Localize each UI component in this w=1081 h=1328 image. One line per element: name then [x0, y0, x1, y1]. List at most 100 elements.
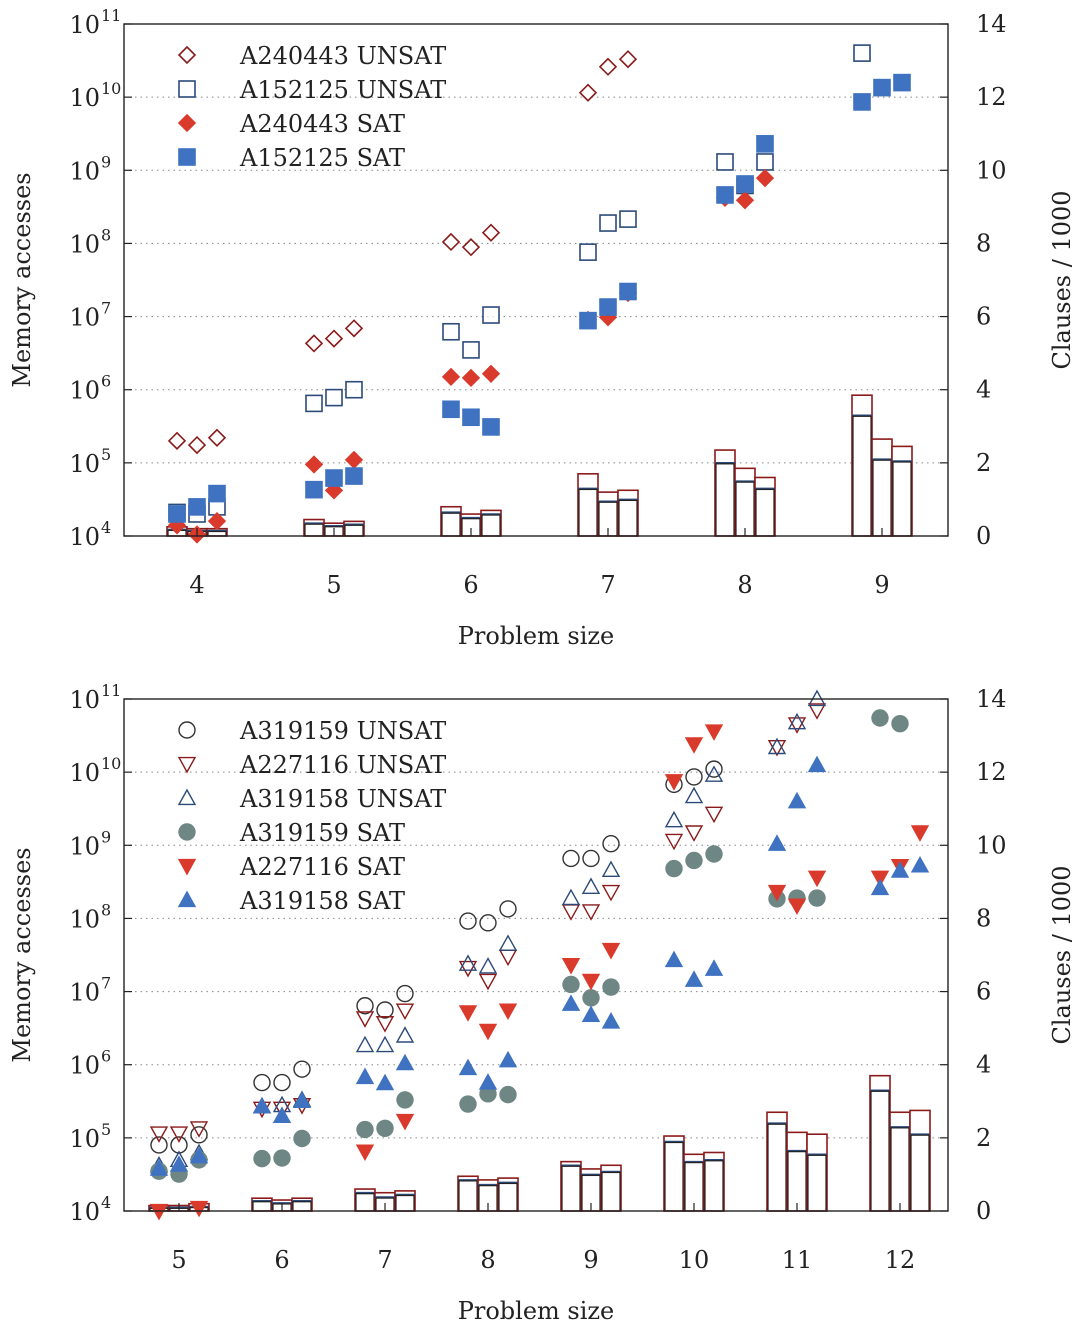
- data-point: [685, 768, 703, 786]
- data-point: [870, 878, 890, 896]
- data-point: [664, 833, 684, 851]
- data-point: [462, 408, 480, 427]
- clause-bar: [303, 518, 325, 537]
- y-tick-label: 10: [69, 157, 100, 185]
- data-point: [498, 1003, 518, 1021]
- legend: A240443 UNSAT A152125 UNSAT A240443 SAT A15…: [177, 42, 446, 172]
- data-point: [293, 1129, 311, 1148]
- y2-tick-label: 10: [976, 156, 1007, 184]
- legend-marker: [177, 788, 197, 806]
- data-point: [355, 1035, 375, 1053]
- data-point: [207, 511, 227, 531]
- data-point: [579, 311, 597, 330]
- y2-tick-label: 6: [976, 978, 991, 1006]
- data-point: [149, 1203, 169, 1221]
- y2-tick-label: 12: [976, 83, 1007, 111]
- data-point: [599, 214, 617, 232]
- x-axis-label: Problem size: [458, 622, 615, 650]
- data-point: [561, 904, 581, 921]
- data-point: [853, 93, 871, 111]
- data-point: [149, 1159, 169, 1176]
- data-point: [442, 400, 460, 419]
- x-tick-label: 7: [377, 1246, 392, 1274]
- data-point: [207, 428, 227, 447]
- y2-tick-label: 14: [976, 10, 1007, 38]
- data-point: [499, 1085, 517, 1104]
- data-point: [601, 884, 621, 902]
- y2-tick-label: 8: [976, 904, 991, 932]
- y-tick-exponent: 10: [101, 79, 121, 98]
- legend-label: A240443 SAT: [239, 110, 405, 138]
- y-tick-exponent: 6: [101, 372, 111, 391]
- data-point: [756, 153, 774, 171]
- legend-marker: [177, 113, 197, 133]
- data-point: [736, 175, 754, 193]
- data-point: [704, 724, 724, 741]
- data-point: [149, 1126, 169, 1143]
- data-point: [601, 942, 621, 960]
- y-tick-label: 10: [69, 759, 100, 787]
- data-point: [325, 388, 343, 407]
- data-point: [598, 57, 618, 76]
- data-point: [562, 975, 580, 994]
- data-point: [756, 135, 774, 153]
- data-point: [787, 712, 807, 730]
- data-point: [272, 1106, 292, 1123]
- data-point: [324, 329, 344, 348]
- data-point: [871, 709, 889, 727]
- y2-tick-label: 4: [976, 376, 991, 404]
- data-point: [498, 934, 518, 951]
- clause-bar: [754, 476, 776, 537]
- data-point: [150, 1136, 168, 1154]
- x-tick-label: 9: [874, 571, 889, 599]
- y2-axis-label: Clauses / 1000: [1048, 190, 1076, 369]
- clause-bar: [806, 1133, 828, 1212]
- legend-marker: [177, 858, 197, 876]
- y-tick-exponent: 5: [101, 1120, 111, 1139]
- data-point: [345, 380, 363, 399]
- data-point: [375, 1035, 395, 1053]
- data-point: [187, 435, 207, 455]
- y-tick-label: 10: [69, 832, 100, 860]
- x-tick-label: 11: [782, 1246, 813, 1274]
- legend-marker: [178, 721, 196, 739]
- data-point: [396, 984, 414, 1003]
- x-tick-label: 5: [171, 1246, 186, 1274]
- data-point: [599, 298, 617, 316]
- data-point: [459, 912, 477, 930]
- data-point: [581, 877, 601, 894]
- y-tick-exponent: 10: [101, 754, 121, 773]
- data-point: [253, 1149, 271, 1168]
- y-tick-exponent: 11: [101, 681, 121, 700]
- y2-tick-label: 8: [976, 229, 991, 257]
- data-point: [665, 859, 683, 878]
- data-point: [169, 1126, 189, 1143]
- data-point: [787, 791, 807, 809]
- data-point: [482, 418, 500, 436]
- data-point: [619, 282, 637, 301]
- y-tick-exponent: 7: [101, 299, 111, 318]
- data-point: [807, 755, 827, 773]
- data-point: [441, 367, 461, 386]
- data-point: [704, 765, 724, 782]
- data-point: [618, 50, 638, 69]
- data-point: [602, 978, 620, 996]
- data-point: [787, 898, 807, 915]
- data-point: [602, 835, 620, 853]
- y-tick-exponent: 7: [101, 974, 111, 993]
- y-tick-exponent: 4: [101, 1193, 111, 1212]
- data-point: [685, 851, 703, 870]
- data-point: [561, 994, 581, 1011]
- legend-label: A227116 UNSAT: [239, 751, 446, 779]
- data-point: [272, 1101, 292, 1119]
- legend-label: A240443 UNSAT: [239, 42, 446, 70]
- y-tick-label: 10: [69, 905, 100, 933]
- data-point: [562, 849, 580, 868]
- y-tick-label: 10: [69, 450, 100, 478]
- data-point: [344, 319, 364, 338]
- legend-marker: [178, 148, 196, 166]
- y-tick-label: 10: [69, 304, 100, 332]
- data-point: [684, 786, 704, 804]
- y-tick-label: 10: [69, 523, 100, 551]
